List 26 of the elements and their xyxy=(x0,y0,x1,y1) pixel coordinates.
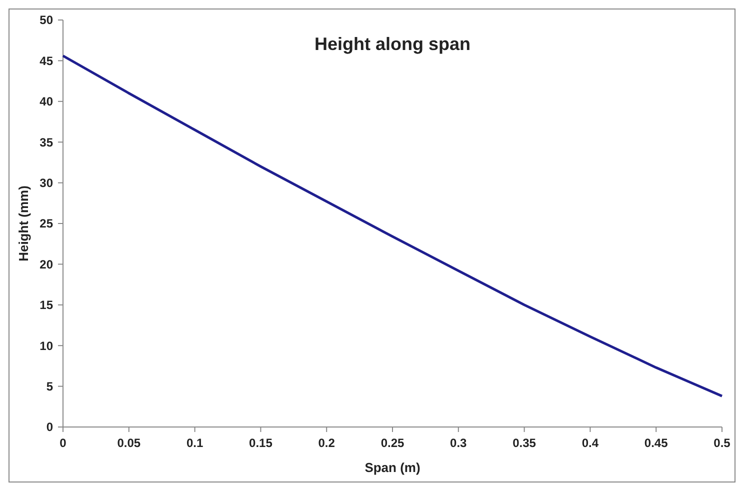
y-tick-label: 50 xyxy=(40,13,54,28)
y-tick-label: 20 xyxy=(40,257,54,272)
y-tick-label: 30 xyxy=(40,176,54,190)
x-tick-label: 0.25 xyxy=(380,436,404,450)
y-axis-title: Height (mm) xyxy=(16,186,31,262)
y-tick-label: 15 xyxy=(40,298,54,312)
y-tick-label: 45 xyxy=(40,54,54,68)
text: Height along span xyxy=(314,34,471,54)
y-tick-label: 40 xyxy=(40,94,54,109)
x-tick-label: 0.45 xyxy=(644,436,668,450)
y-tick-label: 35 xyxy=(40,135,54,150)
x-tick-label: 0.1 xyxy=(186,436,204,450)
y-tick-label: 5 xyxy=(46,380,54,394)
x-tick-label: 0.5 xyxy=(714,436,731,450)
x-tick-label: 0.2 xyxy=(318,436,336,450)
y-tick-label: 0 xyxy=(46,420,54,434)
y-tick-label: 10 xyxy=(40,338,54,353)
line-series xyxy=(62,54,724,398)
x-tick-label: 0.3 xyxy=(450,436,468,450)
x-tick-label: 0.15 xyxy=(249,436,273,450)
x-tick-label: 0.4 xyxy=(582,436,599,450)
x-axis-title: Span (m) xyxy=(364,460,420,475)
x-tick-label: 0.05 xyxy=(117,436,141,450)
x-tick-label: 0 xyxy=(60,436,67,450)
x-tick-label: 0.35 xyxy=(512,436,536,450)
y-tick-label: 25 xyxy=(40,216,54,231)
